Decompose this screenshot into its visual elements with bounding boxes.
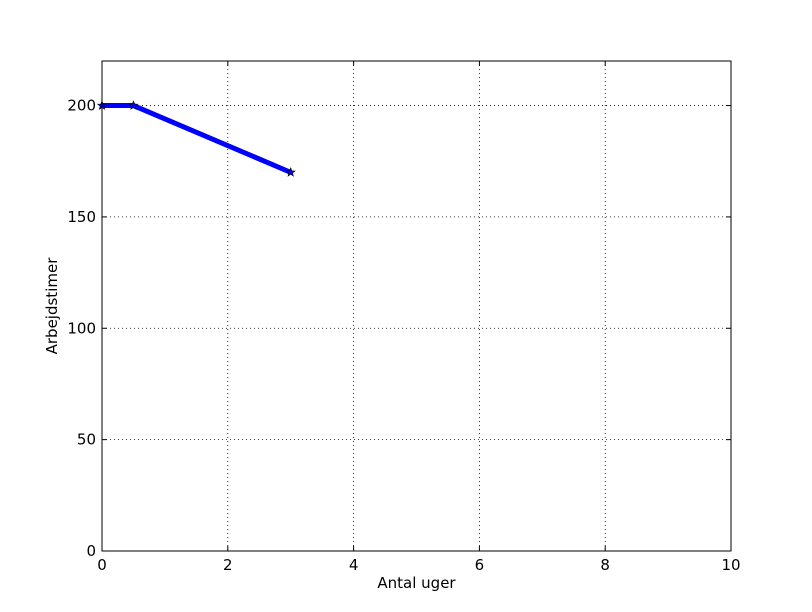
- data-point-marker: [128, 100, 139, 110]
- data-point-marker: [285, 167, 296, 177]
- y-tick-label: 150: [67, 208, 96, 226]
- x-tick-label: 2: [223, 556, 233, 574]
- x-tick-label: 8: [600, 556, 610, 574]
- x-tick-label: 4: [349, 556, 359, 574]
- x-tick-label: 0: [97, 556, 107, 574]
- y-tick-label: 100: [67, 319, 96, 337]
- x-tick-label: 10: [721, 556, 740, 574]
- plot-frame: [101, 60, 732, 552]
- y-tick-label: 50: [77, 431, 96, 449]
- y-tick-label: 0: [86, 542, 96, 560]
- x-tick-label: 6: [475, 556, 485, 574]
- y-axis-label: Arbejdstimer: [43, 257, 61, 355]
- y-tick-label: 200: [67, 97, 96, 115]
- plot-background: [102, 61, 731, 551]
- x-axis-label: Antal uger: [377, 574, 456, 592]
